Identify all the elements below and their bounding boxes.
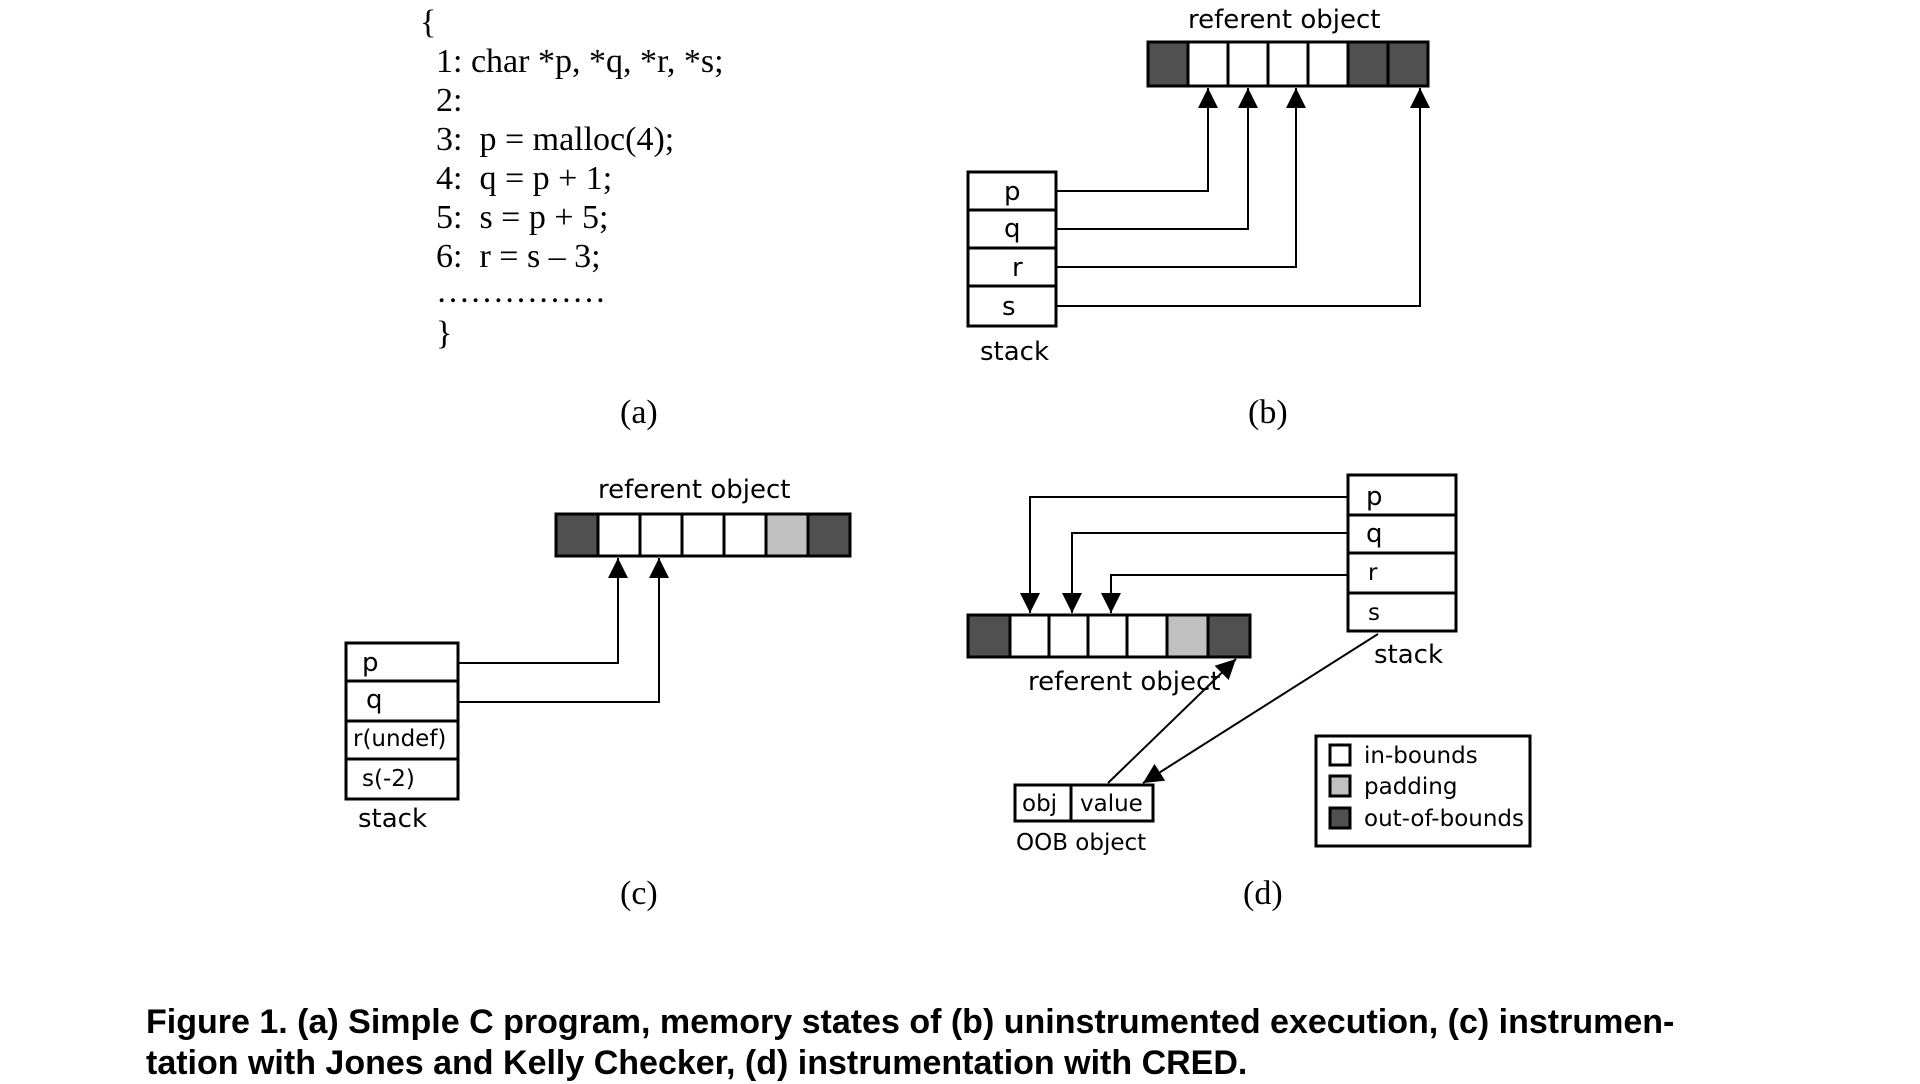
legend-swatch-oob — [1328, 806, 1352, 830]
panel-b-cell-p: p — [1004, 177, 1021, 207]
panel-b-cell-r: r — [1012, 253, 1023, 283]
code-close-brace: } — [436, 315, 452, 352]
code-ellipsis: …………… — [436, 273, 606, 310]
figure-caption: Figure 1. (a) Simple C program, memory s… — [146, 1002, 1806, 1084]
inbounds-cell — [1306, 40, 1350, 88]
code-line-1: 1: char *p, *q, *r, *s; — [436, 43, 724, 80]
inbounds-cell — [1186, 40, 1230, 88]
code-line-2: 2: — [436, 82, 462, 119]
panel-d-referent-label: referent object — [1028, 667, 1220, 697]
inbounds-cell — [596, 512, 642, 558]
legend-inbounds: in-bounds — [1364, 743, 1478, 769]
stack-cell-p — [1346, 473, 1458, 517]
stack-cell-s — [344, 757, 460, 801]
code-line-5: 5: s = p + 5; — [436, 199, 608, 236]
legend-oob: out-of-bounds — [1364, 806, 1524, 832]
padding-cell — [764, 512, 810, 558]
inbounds-cell — [1266, 40, 1310, 88]
inbounds-cell — [1047, 613, 1090, 659]
oob-cell — [1346, 40, 1390, 88]
pointer-p — [458, 558, 628, 664]
caption-line-2: tation with Jones and Kelly Checker, (d)… — [146, 1044, 1248, 1082]
stack-cell-r — [1346, 551, 1458, 595]
inbounds-cell — [1226, 40, 1270, 88]
padding-cell — [1165, 613, 1210, 659]
panel-d-pointers — [1020, 496, 1379, 784]
pointer-q — [1062, 532, 1348, 613]
panel-c-cell-q: q — [366, 685, 383, 715]
panel-d-stack-label: stack — [1374, 640, 1443, 670]
inbounds-cell — [1125, 613, 1169, 659]
panel-b: referent object p q r s stack — [966, 5, 1430, 367]
oob-cell — [1206, 613, 1252, 659]
inbounds-cell — [1008, 613, 1051, 659]
legend-padding: padding — [1364, 774, 1457, 800]
pointer-s — [1056, 88, 1430, 307]
oob-value-label: value — [1080, 791, 1143, 817]
panel-b-stack — [966, 170, 1058, 328]
caption-line-1: Figure 1. (a) Simple C program, memory s… — [146, 1003, 1675, 1041]
inbounds-cell — [680, 512, 726, 558]
panel-c-referent-object — [554, 512, 852, 558]
panel-a-code: { 1: char *p, *q, *r, *s; 2: 3: p = mall… — [420, 4, 724, 352]
oob-cell — [806, 512, 852, 558]
code-open-brace: { — [420, 4, 436, 41]
panel-d-cell-s: s — [1368, 600, 1380, 626]
stack-cell-s — [1346, 591, 1458, 633]
label-d: (d) — [1243, 875, 1283, 912]
label-a: (a) — [620, 394, 658, 431]
legend-swatch-inbounds — [1328, 743, 1352, 767]
code-line-6: 6: r = s – 3; — [436, 238, 601, 275]
oob-cell — [966, 613, 1012, 659]
pointer-r — [1056, 88, 1306, 268]
panel-d-cell-q: q — [1366, 519, 1383, 549]
panel-d-legend: in-bounds padding out-of-bounds — [1314, 734, 1532, 848]
panel-c-cell-r: r(undef) — [353, 726, 446, 752]
stack-cell-q — [1346, 513, 1458, 555]
pointer-q — [458, 558, 669, 703]
panel-c-stack — [344, 641, 460, 801]
stack-cell-q — [344, 679, 460, 723]
oob-cell — [1146, 40, 1190, 88]
legend-swatch-padding — [1328, 774, 1352, 798]
pointer-q — [1056, 88, 1258, 230]
oob-cell — [554, 512, 600, 558]
pointer-p — [1020, 496, 1348, 613]
inbounds-cell — [722, 512, 768, 558]
oob-object-caption: OOB object — [1016, 830, 1146, 856]
oob-obj-to-referent — [1107, 658, 1237, 784]
label-c: (c) — [620, 875, 658, 912]
oob-obj-label: obj — [1022, 791, 1057, 817]
code-line-4: 4: q = p + 1; — [436, 160, 612, 197]
panel-d: p q r s stack referent object obj value — [966, 473, 1532, 856]
panel-c-pointers — [458, 558, 669, 703]
panel-d-referent-object — [966, 613, 1252, 659]
panel-c-referent-label: referent object — [598, 475, 790, 505]
panel-b-referent-label: referent object — [1188, 5, 1380, 35]
panel-d-cell-r: r — [1368, 560, 1378, 586]
panel-b-pointers — [1056, 88, 1430, 307]
panel-c-cell-p: p — [362, 648, 379, 678]
oob-value-cell — [1069, 783, 1155, 823]
panel-c-cell-s: s(-2) — [362, 766, 415, 792]
inbounds-cell — [638, 512, 684, 558]
inbounds-cell — [1086, 613, 1129, 659]
panel-b-cell-s: s — [1002, 292, 1016, 322]
panel-d-cell-p: p — [1366, 482, 1383, 512]
panel-b-stack-label: stack — [980, 337, 1049, 367]
legend-box — [1314, 734, 1532, 848]
panel-d-oob-object — [1013, 783, 1155, 823]
pointer-r — [1101, 574, 1348, 613]
panel-c: referent object p q r(undef) s(-2) stack — [344, 475, 852, 834]
pointer-s-to-oob — [1142, 633, 1379, 784]
panel-b-referent-object — [1146, 40, 1430, 88]
label-b: (b) — [1248, 394, 1288, 431]
code-line-3: 3: p = malloc(4); — [436, 121, 674, 158]
pointer-p — [1056, 88, 1218, 192]
panel-b-cell-q: q — [1004, 214, 1021, 244]
panel-d-stack — [1346, 473, 1458, 633]
oob-cell — [1386, 40, 1430, 88]
panel-c-stack-label: stack — [358, 804, 427, 834]
